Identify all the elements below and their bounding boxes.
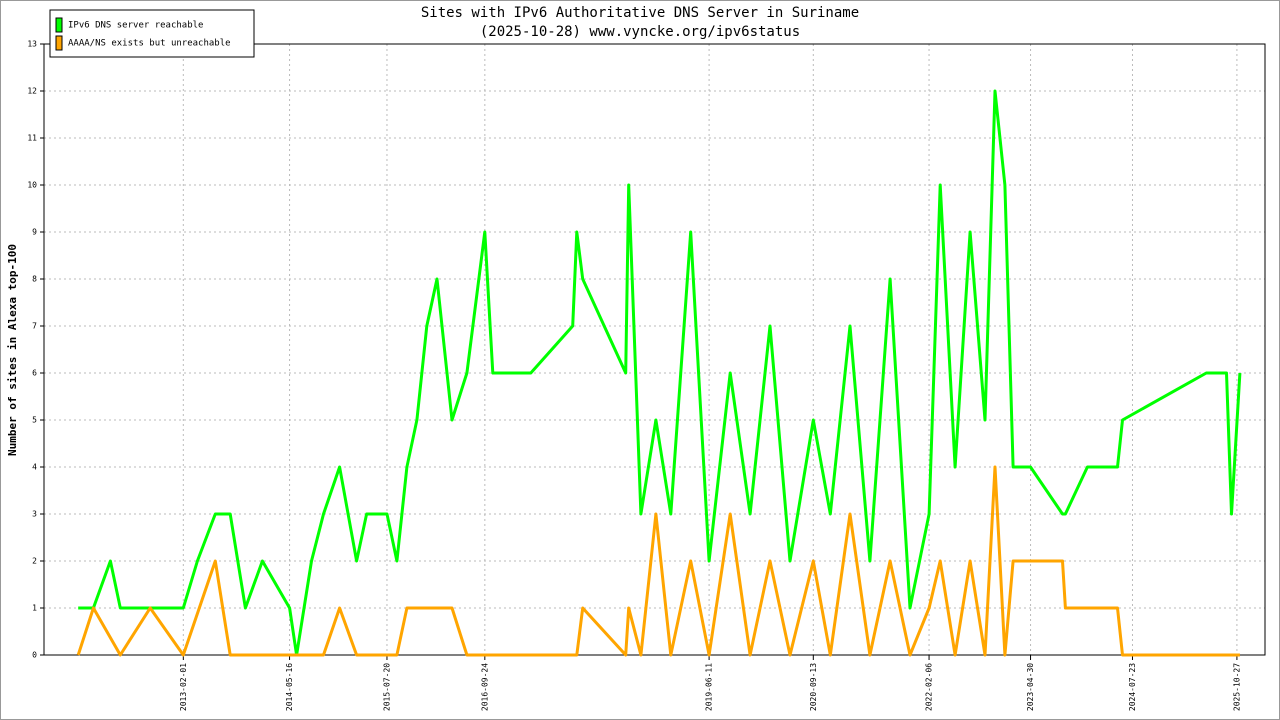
series-line bbox=[78, 89, 1242, 657]
legend-swatch bbox=[55, 35, 63, 51]
legend-box bbox=[49, 9, 255, 58]
x-tick-label: 2020-09-13 bbox=[809, 663, 818, 711]
x-tick-label: 2016-09-24 bbox=[480, 663, 489, 711]
x-tick-label: 2014-05-16 bbox=[285, 663, 294, 711]
y-tick-label: 8 bbox=[32, 275, 37, 284]
plot-border bbox=[43, 43, 1266, 656]
y-tick-label: 10 bbox=[27, 181, 37, 190]
legend-label: AAAA/NS exists but unreachable bbox=[68, 39, 231, 49]
x-tick-label: 2023-04-30 bbox=[1026, 663, 1035, 711]
x-tick-label: 2022-02-06 bbox=[925, 663, 934, 711]
x-tick-label: 2025-10-27 bbox=[1232, 663, 1241, 711]
legend-swatch bbox=[55, 17, 63, 33]
y-tick-label: 9 bbox=[32, 228, 37, 237]
y-tick-label: 1 bbox=[32, 604, 37, 613]
x-tick-label: 2013-02-01 bbox=[179, 663, 188, 711]
legend-label: IPv6 DNS server reachable bbox=[68, 21, 203, 31]
x-tick-label: 2015-07-20 bbox=[382, 663, 391, 711]
y-tick-label: 7 bbox=[32, 322, 37, 331]
chart-subtitle: (2025-10-28) www.vyncke.org/ipv6status bbox=[480, 24, 800, 40]
y-tick-label: 3 bbox=[32, 510, 37, 519]
y-tick-label: 6 bbox=[32, 369, 37, 378]
y-tick-label: 4 bbox=[32, 463, 37, 472]
legend: IPv6 DNS server reachable AAAA/NS exists … bbox=[49, 9, 255, 58]
x-tick-label: 2024-07-23 bbox=[1128, 663, 1137, 711]
y-tick-label: 13 bbox=[27, 40, 37, 49]
y-axis-label: Number of sites in Alexa top-100 bbox=[6, 244, 19, 456]
chart-title: Sites with IPv6 Authoritative DNS Server… bbox=[421, 5, 859, 21]
y-tick-label: 5 bbox=[32, 416, 37, 425]
y-tick-label: 0 bbox=[32, 651, 37, 660]
series-line bbox=[76, 465, 1240, 657]
x-tick-label: 2019-06-11 bbox=[705, 663, 714, 711]
y-tick-label: 12 bbox=[27, 87, 37, 96]
y-tick-label: 11 bbox=[27, 134, 37, 143]
y-tick-label: 2 bbox=[32, 557, 37, 566]
